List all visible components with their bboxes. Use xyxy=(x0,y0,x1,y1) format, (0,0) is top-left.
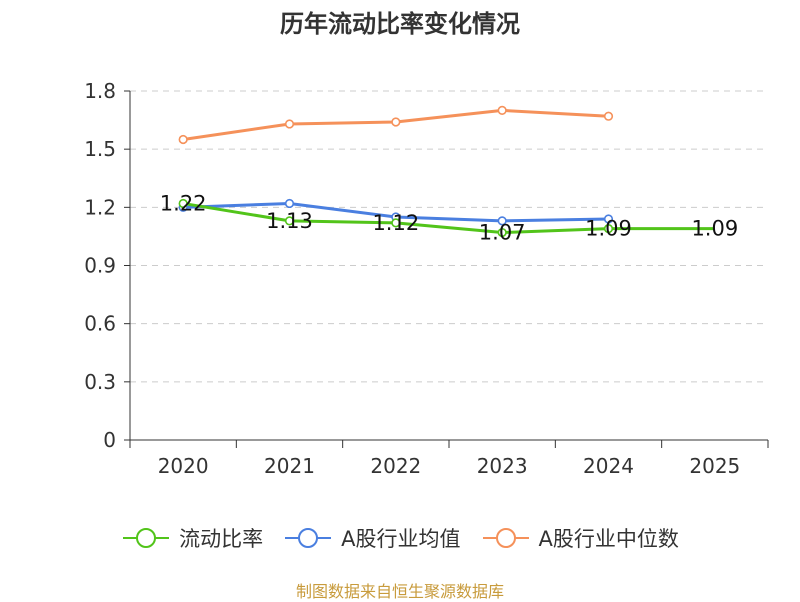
data-point xyxy=(603,224,614,234)
y-tick-label: 1.8 xyxy=(84,79,116,103)
data-point xyxy=(603,111,614,121)
data-label: 1.09 xyxy=(691,217,738,241)
legend-line-circle-icon xyxy=(285,528,332,548)
chart-title: 历年流动比率变化情况 xyxy=(280,10,520,38)
data-point xyxy=(497,227,507,238)
legend-label: A股行业均值 xyxy=(341,527,461,551)
legend-label: A股行业中位数 xyxy=(538,527,679,551)
legend-item[interactable]: A股行业中位数 xyxy=(481,523,679,553)
data-point xyxy=(603,214,614,224)
data-label: 1.09 xyxy=(585,217,632,241)
data-source-note: 制图数据来自恒生聚源数据库 xyxy=(295,582,504,601)
legend-item[interactable]: 流动比率 xyxy=(121,523,263,553)
data-point xyxy=(284,119,295,129)
x-tick-label: 2023 xyxy=(477,454,528,478)
x-tick-label: 2020 xyxy=(158,454,209,478)
legend-line-circle-icon xyxy=(482,528,529,548)
y-tick-label: 1.2 xyxy=(84,195,116,219)
x-tick-label: 2022 xyxy=(370,454,421,478)
data-label: 1.13 xyxy=(266,209,313,233)
y-tick-label: 0.3 xyxy=(84,370,116,394)
data-point xyxy=(391,117,401,127)
data-point xyxy=(284,216,295,226)
x-tick-label: 2024 xyxy=(583,454,634,478)
data-label: 1.22 xyxy=(160,191,207,215)
data-label: 1.12 xyxy=(372,211,419,235)
data-point xyxy=(178,198,188,209)
y-tick-label: 0.6 xyxy=(84,312,116,336)
line-chart-plot: 0 0.3 0.6 0.9 1.2 1.5 1.8 2020 2021 2022 2023 2024 2… xyxy=(84,79,769,478)
x-tick-label: 2021 xyxy=(264,454,315,478)
y-tick-label: 0 xyxy=(103,428,116,452)
data-point xyxy=(497,105,507,115)
data-point xyxy=(497,216,507,226)
y-tick-label: 0.9 xyxy=(84,254,116,278)
x-tick-label: 2025 xyxy=(689,454,740,478)
y-tick-label: 1.5 xyxy=(84,137,116,161)
series-line-0 xyxy=(182,201,715,235)
legend-label: 流动比率 xyxy=(179,527,264,551)
legend-line-circle-icon xyxy=(123,528,170,548)
data-point xyxy=(178,134,188,145)
data-point xyxy=(284,198,295,209)
data-point xyxy=(391,218,401,228)
chart-legend: 流动比率 A股行业均值 A股行业中位数 xyxy=(0,518,800,558)
data-label: 1.07 xyxy=(479,221,526,245)
legend-item[interactable]: A股行业均值 xyxy=(283,523,461,553)
